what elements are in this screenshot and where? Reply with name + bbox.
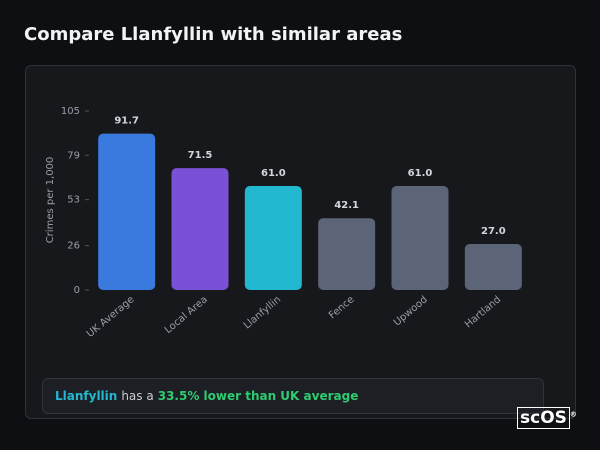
value-label: 61.0 bbox=[408, 168, 433, 179]
bar bbox=[464, 243, 522, 290]
summary-highlight: 33.5% lower than UK average bbox=[157, 389, 359, 403]
logo-mark: ® bbox=[569, 410, 577, 419]
value-label: 91.7 bbox=[114, 116, 139, 127]
y-tick-label: 0 bbox=[74, 285, 80, 296]
y-tick-label: 105 bbox=[61, 106, 80, 117]
bar bbox=[171, 168, 229, 290]
y-tick-label: 53 bbox=[67, 195, 80, 206]
x-tick-label: Local Area bbox=[163, 294, 210, 336]
summary: Llanfyllin has a 33.5% lower than UK ave… bbox=[42, 378, 544, 414]
bar bbox=[244, 186, 302, 290]
logo: scOS ® bbox=[517, 407, 577, 429]
bar bbox=[98, 133, 156, 290]
y-tick-label: 26 bbox=[67, 241, 80, 252]
y-tick-label: 79 bbox=[67, 150, 80, 161]
x-tick-label: Upwood bbox=[392, 294, 430, 328]
summary-area: Llanfyllin bbox=[55, 389, 118, 403]
value-label: 61.0 bbox=[261, 168, 286, 179]
value-label: 27.0 bbox=[481, 226, 506, 237]
logo-text: scOS bbox=[517, 407, 570, 429]
summary-text: has a bbox=[121, 389, 154, 403]
page-title: Compare Llanfyllin with similar areas bbox=[24, 24, 403, 45]
x-tick-label: Llanfyllin bbox=[242, 294, 283, 331]
y-axis-label: Crimes per 1,000 bbox=[45, 157, 56, 244]
x-tick-label: UK Average bbox=[85, 294, 137, 340]
value-label: 42.1 bbox=[334, 200, 359, 211]
bar bbox=[318, 218, 376, 290]
value-label: 71.5 bbox=[188, 150, 213, 161]
bar bbox=[391, 186, 449, 290]
x-tick-label: Hartland bbox=[463, 294, 503, 330]
x-tick-label: Fence bbox=[327, 294, 357, 321]
